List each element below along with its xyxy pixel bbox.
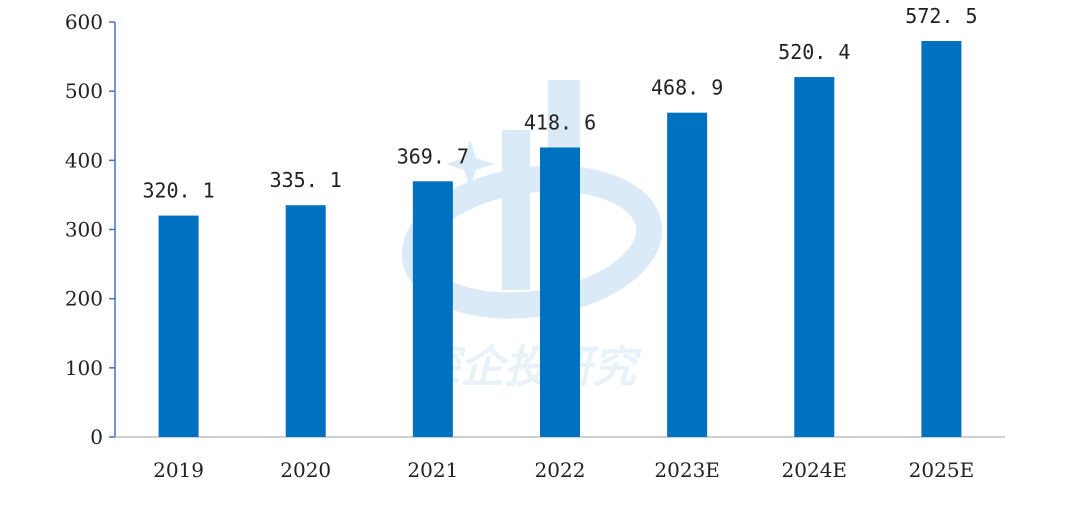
y-tick-label: 400 [65,148,103,172]
bar-2023E [667,112,708,438]
x-tick-label-2020: 2020 [280,458,331,482]
y-tick-label: 600 [65,10,103,34]
data-label-2023E: 468. 9 [651,76,723,100]
bar-2019 [158,215,199,437]
watermark-pillar-left [502,130,530,290]
data-label-2020: 335. 1 [270,168,342,192]
x-tick-label-2019: 2019 [153,458,204,482]
x-tick-label-2022: 2022 [535,458,586,482]
x-tick-label-2025E: 2025E [909,458,975,482]
y-tick-label: 300 [65,218,103,242]
y-tick-label: 200 [65,287,103,311]
watermark-text: 深企投研究 [416,342,642,393]
data-labels: 320. 1 335. 1 369. 7 418. 6 468. 9 520. 4 572.… [142,4,977,203]
data-label-2021: 369. 7 [397,144,469,168]
y-tick-label: 0 [90,425,103,449]
x-tick-label-2024E: 2024E [782,458,848,482]
bar-2020 [285,205,326,437]
bar-2024E [794,77,835,437]
watermark-star [446,140,494,188]
x-tick-label-2023E: 2023E [654,458,720,482]
bar-2025E [921,41,962,437]
axes: 0 100 200 300 400 500 600 2019 2020 2021 2022 2023E… [65,10,1005,482]
y-tick-label: 100 [65,356,103,380]
data-label-2025E: 572. 5 [905,4,977,28]
data-label-2024E: 520. 4 [778,40,850,64]
bar-2021 [412,181,453,437]
data-label-2019: 320. 1 [142,179,214,203]
data-label-2022: 418. 6 [524,110,596,134]
x-tick-label-2021: 2021 [407,458,458,482]
bar-2022 [540,147,580,438]
y-tick-label: 500 [65,79,103,103]
bars [158,41,962,438]
